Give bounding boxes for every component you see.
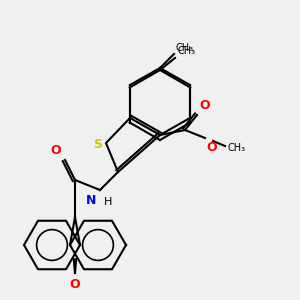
Text: CH₃: CH₃ — [177, 46, 195, 56]
Text: N: N — [85, 194, 96, 207]
Text: O: O — [199, 99, 210, 112]
Text: O: O — [70, 278, 80, 291]
Text: CH₃: CH₃ — [227, 143, 245, 153]
Text: O: O — [50, 144, 61, 157]
Text: H: H — [104, 197, 112, 207]
Text: O: O — [206, 141, 217, 154]
Text: CH₃: CH₃ — [175, 43, 193, 53]
Text: S: S — [94, 139, 103, 152]
